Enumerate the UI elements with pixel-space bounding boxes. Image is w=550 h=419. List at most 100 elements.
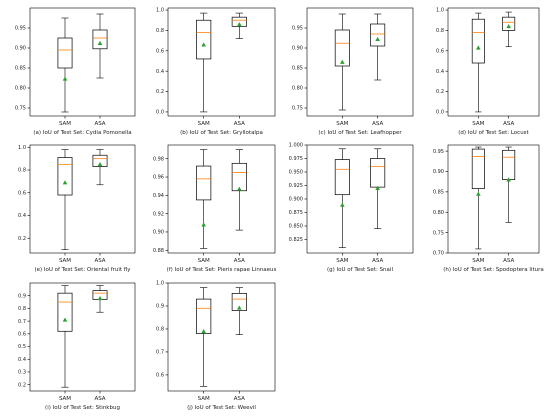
y-tick-label: 0.6 — [18, 190, 26, 196]
chart-panel: 0.2 0.4 0.6 0.8 1.0 SAM ASA (e) IoU of Test Set… — [18, 144, 136, 273]
x-tick-label: ASA — [503, 121, 514, 127]
mean-marker — [97, 295, 103, 301]
y-tick-label: 0.90 — [433, 169, 444, 175]
y-tick-label: 0.75 — [292, 106, 303, 112]
mean-marker — [237, 305, 242, 310]
mean-marker — [506, 24, 511, 29]
y-tick-label: 0.0 — [436, 110, 444, 116]
x-tick-label: ASA — [94, 258, 105, 264]
box-iqr — [57, 157, 73, 196]
y-tick-label: 0.2 — [156, 89, 164, 95]
box-iqr — [196, 19, 212, 60]
mean-marker — [340, 59, 345, 64]
y-tick-label: 0.80 — [292, 86, 303, 92]
chart-panel: 0.75 0.80 0.85 0.90 0.95 SAM ASA (a) IoU of Tes… — [15, 7, 136, 136]
y-tick-label: 0.6 — [156, 48, 164, 54]
y-tick-label: 0.900 — [289, 197, 303, 203]
y-tick-label: 0.850 — [289, 224, 303, 230]
box-iqr — [370, 23, 386, 47]
y-tick-label: 0.3 — [18, 370, 26, 376]
x-tick-label: SAM — [198, 396, 210, 402]
panel-caption: (c) IoU of Test Set: Leafhopper — [318, 130, 402, 136]
chart-panel: 0.825 0.850 0.875 0.900 0.925 0.950 0.975 1.000… — [289, 143, 414, 273]
axes-frame — [167, 7, 276, 117]
y-tick-label: 0.2 — [18, 382, 26, 388]
mean-marker — [476, 191, 481, 196]
y-tick-label: 1.000 — [289, 143, 303, 149]
x-tick-label: SAM — [336, 258, 348, 264]
box-iqr — [196, 298, 212, 334]
x-tick-label: ASA — [372, 258, 383, 264]
mean-marker — [375, 36, 380, 42]
y-tick-label: 0.825 — [289, 237, 303, 243]
x-tick-label: ASA — [94, 121, 105, 127]
mean-marker — [201, 222, 206, 227]
panel-caption: (d) IoU of Test Set: Locust — [458, 130, 529, 136]
mean-marker — [97, 40, 103, 46]
mean-marker — [340, 202, 345, 207]
mean-marker — [237, 186, 242, 191]
box-iqr — [92, 29, 108, 50]
y-tick-label: 0.8 — [18, 168, 26, 174]
x-tick-label: ASA — [234, 396, 245, 402]
y-tick-label: 0.96 — [153, 175, 164, 181]
y-tick-label: 1.0 — [18, 145, 26, 151]
x-tick-label: SAM — [59, 396, 71, 402]
x-tick-label: ASA — [503, 258, 514, 264]
box-iqr — [57, 37, 73, 69]
y-tick-label: 0.80 — [433, 210, 444, 216]
y-tick-label: 0.7 — [156, 350, 164, 356]
chart-panel: 0.88 0.90 0.92 0.94 0.96 0.98 SAM ASA (f) IoU of… — [153, 144, 277, 273]
y-tick-label: 0.92 — [153, 211, 164, 217]
mean-marker — [201, 42, 206, 47]
y-tick-label: 0.2 — [18, 236, 26, 242]
y-tick-label: 0.0 — [156, 110, 164, 116]
mean-marker — [97, 162, 103, 167]
x-tick-label: ASA — [234, 121, 245, 127]
x-tick-label: SAM — [198, 258, 210, 264]
chart-panel: 0.70 0.75 0.80 0.85 0.90 0.95 SAM ASA (h) IoU of… — [433, 144, 544, 273]
mean-marker — [476, 45, 481, 50]
y-tick-label: 0.90 — [15, 46, 26, 52]
y-tick-label: 0.4 — [436, 69, 444, 75]
x-tick-label: ASA — [372, 121, 383, 127]
y-tick-label: 0.90 — [292, 46, 303, 52]
y-tick-label: 0.90 — [153, 230, 164, 236]
y-tick-label: 1.0 — [156, 8, 164, 14]
axes-frame — [167, 144, 276, 254]
y-tick-label: 0.6 — [156, 373, 164, 379]
y-tick-label: 0.6 — [436, 48, 444, 54]
mean-marker — [201, 328, 206, 334]
panel-caption: (b) IoU of Test Set: Gryllotalpa — [180, 130, 263, 136]
mean-marker — [62, 76, 68, 81]
y-tick-label: 0.94 — [153, 193, 164, 199]
panel-caption: (f) IoU of Test Set: Pieris rapae Linnae… — [167, 267, 277, 273]
y-tick-label: 0.95 — [433, 149, 444, 155]
x-tick-label: SAM — [198, 121, 210, 127]
x-tick-label: ASA — [94, 396, 105, 402]
x-tick-label: SAM — [59, 258, 71, 264]
y-tick-label: 0.85 — [292, 66, 303, 72]
panel-caption: (e) IoU of Test Set: Oriental fruit fly — [34, 267, 131, 273]
y-tick-label: 0.925 — [289, 183, 303, 189]
y-tick-label: 0.98 — [153, 156, 164, 162]
axes-frame — [447, 7, 540, 117]
y-tick-label: 0.85 — [433, 190, 444, 196]
chart-panel: 0.75 0.80 0.85 0.90 0.95 SAM ASA (c) IoU of Tes… — [292, 7, 414, 136]
box-iqr — [370, 158, 386, 188]
mean-marker — [237, 22, 242, 27]
y-tick-label: 0.95 — [15, 26, 26, 32]
y-tick-label: 0.8 — [18, 306, 26, 312]
y-tick-label: 0.7 — [18, 319, 26, 325]
y-tick-label: 1.0 — [156, 281, 164, 287]
y-tick-label: 1.0 — [436, 8, 444, 14]
x-tick-label: SAM — [59, 121, 71, 127]
panel-caption: (a) IoU of Test Set: Cydia Pomonella — [33, 130, 131, 136]
box-iqr — [334, 29, 350, 67]
box-iqr — [471, 148, 485, 189]
y-tick-label: 0.8 — [156, 28, 164, 34]
y-tick-label: 0.8 — [156, 327, 164, 333]
box-iqr — [231, 292, 247, 311]
x-tick-label: SAM — [336, 121, 348, 127]
